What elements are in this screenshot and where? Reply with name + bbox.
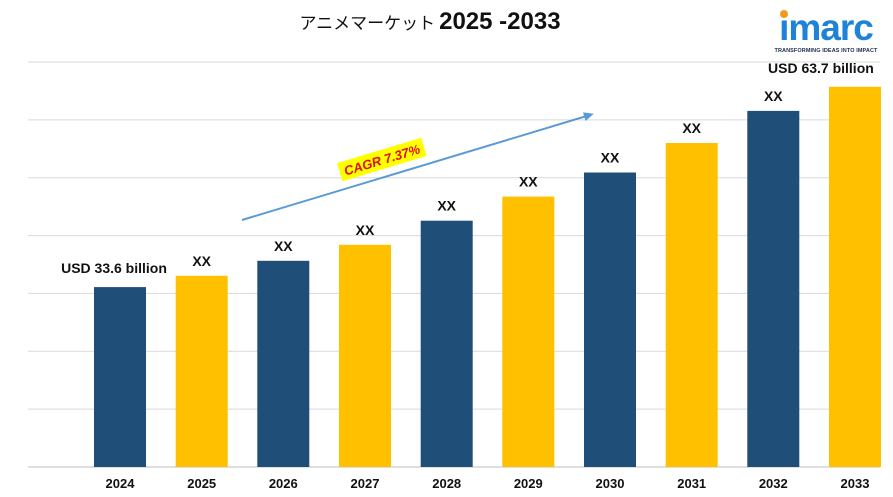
bar-2024 xyxy=(94,287,146,467)
bars xyxy=(94,86,881,468)
x-tick-label: 2032 xyxy=(759,476,788,491)
logo-tagline: TRANSFORMING IDEAS INTO IMPACT xyxy=(774,48,878,54)
value-callout-2024: USD 33.6 billion xyxy=(61,260,167,276)
x-tick-label: 2030 xyxy=(596,476,625,491)
trend-arrow-head xyxy=(583,112,594,121)
chart-title-years: 2025 -2033 xyxy=(439,8,561,35)
x-tick-label: 2031 xyxy=(677,476,706,491)
x-tick-label: 2027 xyxy=(351,476,380,491)
bar-2029 xyxy=(502,196,555,467)
chart-title: アニメマーケット 2025 -2033 xyxy=(0,8,860,36)
trend-arrow-line xyxy=(241,114,591,221)
x-tick-label: 2024 xyxy=(106,476,136,491)
data-label: XX xyxy=(356,222,375,238)
cagr-badge: CAGR 7.37% xyxy=(336,137,427,182)
x-tick-label: 2028 xyxy=(432,476,461,491)
bar-2026 xyxy=(257,260,310,467)
data-label: XX xyxy=(192,253,211,269)
data-label: XX xyxy=(601,150,620,166)
logo-dot-icon xyxy=(780,10,788,18)
data-label: XX xyxy=(437,198,456,214)
x-tick-label: 2033 xyxy=(841,476,870,491)
data-label: XX xyxy=(682,120,701,136)
data-label: XX xyxy=(519,174,538,190)
bar-2030 xyxy=(584,172,636,467)
bar-2031 xyxy=(665,143,718,467)
cagr-badge-background xyxy=(336,137,427,182)
bar-2032 xyxy=(747,110,800,468)
x-tick-label: 2025 xyxy=(187,476,216,491)
x-axis-tick-labels: 2024 2025 2026 2027 2028 2029 2030 2031 2032 2033 xyxy=(106,476,870,491)
bar-2025 xyxy=(175,275,228,467)
bar-2028 xyxy=(420,220,473,467)
bar-2033 xyxy=(829,86,881,468)
value-callout-2033: USD 63.7 billion xyxy=(768,60,874,76)
bar-2027 xyxy=(339,244,391,467)
logo-wordmark: imarc xyxy=(779,7,874,48)
x-tick-label: 2026 xyxy=(269,476,298,491)
imarc-logo: imarc TRANSFORMING IDEAS INTO IMPACT xyxy=(770,8,882,56)
data-label: XX xyxy=(764,88,783,104)
data-label: XX xyxy=(274,238,293,254)
data-labels: XX XX XX XX XX XX XX XX xyxy=(192,88,783,269)
chart-title-main: アニメマーケット xyxy=(299,14,436,34)
x-tick-label: 2029 xyxy=(514,476,543,491)
